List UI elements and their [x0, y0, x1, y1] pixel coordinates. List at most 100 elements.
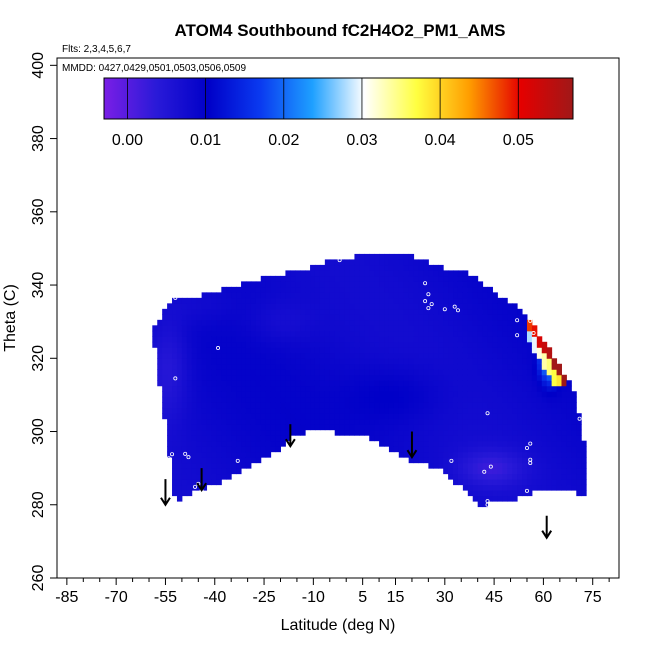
heatmap-cell — [196, 380, 203, 387]
heatmap-cell — [457, 374, 464, 381]
heatmap-cell — [522, 457, 528, 464]
heatmap-cell — [314, 292, 321, 299]
heatmap-cell — [206, 297, 212, 304]
heatmap-cell — [314, 330, 321, 337]
heatmap-cell — [443, 402, 449, 409]
heatmap-cell — [546, 424, 553, 431]
heatmap-cell — [226, 457, 232, 464]
heatmap-cell — [231, 440, 237, 447]
heatmap-cell — [231, 358, 237, 365]
heatmap-cell — [428, 440, 434, 447]
heatmap-cell — [457, 292, 464, 299]
heatmap-cell — [512, 446, 518, 453]
heatmap-cell — [448, 308, 454, 315]
heatmap-cell — [393, 402, 400, 409]
heatmap-cell — [462, 435, 469, 442]
heatmap-cell — [502, 402, 508, 409]
heatmap-cell — [369, 358, 375, 365]
heatmap-cell — [374, 286, 380, 293]
heatmap-cell — [245, 330, 252, 337]
heatmap-cell — [433, 303, 439, 310]
heatmap-cell — [226, 435, 232, 442]
heatmap-cell — [561, 484, 567, 491]
heatmap-cell — [467, 396, 474, 403]
heatmap-cell — [181, 462, 188, 469]
heatmap-cell — [526, 429, 533, 436]
heatmap-cell — [349, 369, 355, 376]
heatmap-cell — [453, 413, 459, 420]
heatmap-cell — [216, 347, 222, 354]
heatmap-cell — [275, 424, 281, 431]
heatmap-cell — [167, 358, 173, 365]
heatmap-cell — [167, 330, 173, 337]
heatmap-cell — [433, 396, 439, 403]
heatmap-cell — [536, 418, 543, 425]
heatmap-cell — [201, 462, 208, 469]
heatmap-cell — [196, 468, 203, 475]
heatmap-cell — [379, 402, 385, 409]
heatmap-cell — [359, 308, 365, 315]
heatmap-cell — [216, 325, 222, 332]
heatmap-cell — [285, 424, 291, 431]
heatmap-cell — [236, 286, 242, 293]
heatmap-cell — [398, 319, 405, 326]
heatmap-cell — [221, 424, 227, 431]
heatmap-cell — [423, 297, 429, 304]
heatmap-cell — [536, 462, 543, 469]
heatmap-cell — [221, 319, 227, 326]
heatmap-cell — [310, 330, 316, 337]
heatmap-cell — [379, 391, 385, 398]
heatmap-cell — [388, 369, 395, 376]
heatmap-cell — [250, 446, 257, 453]
heatmap-cell — [497, 402, 503, 409]
heatmap-cell — [512, 363, 518, 370]
heatmap-cell — [462, 451, 469, 458]
heatmap-cell — [482, 440, 489, 447]
heatmap-cell — [438, 429, 444, 436]
heatmap-cell — [231, 297, 237, 304]
heatmap-cell — [512, 413, 518, 420]
heatmap-cell — [541, 341, 548, 348]
heatmap-cell — [201, 347, 208, 354]
heatmap-cell — [226, 473, 232, 480]
heatmap-cell — [206, 407, 212, 414]
heatmap-cell — [546, 413, 553, 420]
heatmap-cell — [546, 435, 553, 442]
heatmap-cell — [512, 385, 518, 392]
heatmap-cell — [443, 396, 449, 403]
heatmap-cell — [275, 396, 281, 403]
heatmap-cell — [522, 429, 528, 436]
heatmap-cell — [364, 429, 370, 436]
heatmap-cell — [482, 396, 489, 403]
heatmap-cell — [339, 413, 346, 420]
heatmap-cell — [181, 369, 188, 376]
heatmap-cell — [482, 314, 489, 321]
heatmap-cell — [250, 303, 257, 310]
heatmap-cell — [186, 457, 193, 464]
heatmap-cell — [334, 297, 341, 304]
heatmap-cell — [181, 451, 188, 458]
heatmap-cell — [172, 473, 178, 480]
heatmap-cell — [211, 358, 217, 365]
heatmap-cell — [374, 385, 380, 392]
heatmap-cell — [517, 396, 523, 403]
heatmap-cell — [245, 396, 252, 403]
heatmap-cell — [453, 440, 459, 447]
heatmap-cell — [541, 457, 548, 464]
heatmap-cell — [364, 407, 370, 414]
heatmap-cell — [576, 413, 582, 420]
heatmap-cell — [172, 457, 178, 464]
heatmap-cell — [448, 330, 454, 337]
heatmap-cell — [467, 347, 474, 354]
heatmap-cell — [250, 374, 257, 381]
heatmap-cell — [566, 407, 572, 414]
heatmap-cell — [393, 259, 400, 266]
heatmap-cell — [285, 297, 291, 304]
heatmap-cell — [319, 358, 326, 365]
heatmap-cell — [487, 385, 493, 392]
heatmap-cell — [438, 413, 444, 420]
heatmap-cell — [196, 369, 203, 376]
heatmap-cell — [408, 330, 415, 337]
heatmap-cell — [176, 462, 183, 469]
heatmap-cell — [196, 314, 203, 321]
